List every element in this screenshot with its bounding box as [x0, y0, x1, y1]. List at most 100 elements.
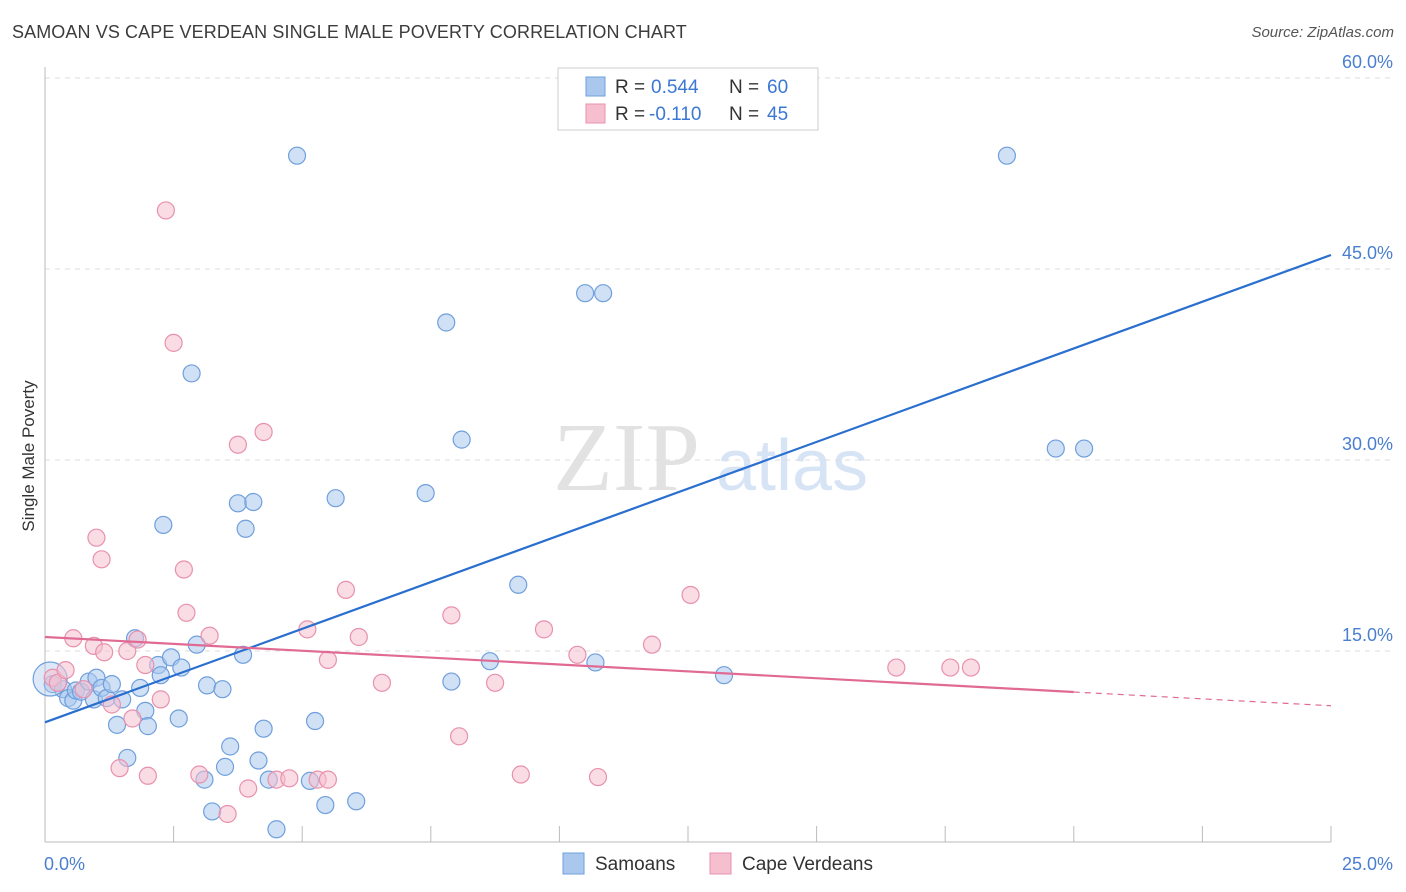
samoan-point-59 — [1074, 439, 1094, 458]
samoan-point-38 — [254, 719, 273, 738]
cape-point-13 — [128, 630, 147, 649]
bottom-legend: Samoans Cape Verdeans — [562, 852, 873, 875]
legend-swatch-cape — [585, 103, 606, 124]
cape-point-10 — [110, 759, 129, 778]
legend-samoan-n-value: 60 — [767, 77, 788, 98]
cape-point-19 — [174, 560, 193, 579]
y-tick-labels: 15.0% 30.0% 45.0% 60.0% — [1342, 52, 1393, 645]
cape-point-17 — [156, 201, 175, 220]
samoan-point-45 — [326, 489, 345, 508]
legend-cape-n-value: 45 — [767, 104, 788, 125]
cape-point-40 — [534, 620, 554, 639]
samoan-point-52 — [509, 575, 528, 594]
x-tick-label-max: 25.0% — [1342, 854, 1393, 874]
samoan-point-11 — [102, 675, 121, 694]
legend-cape-r-label: R = — [615, 104, 645, 125]
watermark-atlas: atlas — [716, 426, 868, 506]
cape-point-2 — [56, 660, 75, 680]
cape-point-31 — [318, 770, 338, 789]
samoan-point-30 — [213, 680, 232, 699]
cape-point-16 — [151, 690, 170, 709]
cape-point-8 — [95, 643, 114, 662]
samoan-point-25 — [182, 364, 201, 383]
samoan-point-12 — [107, 715, 127, 734]
cape-point-21 — [190, 765, 209, 784]
samoan-point-47 — [416, 484, 435, 503]
cape-point-47 — [961, 658, 981, 677]
cape-point-42 — [588, 767, 608, 787]
gridlines — [45, 77, 1392, 652]
samoan-point-48 — [437, 313, 456, 332]
samoan-point-40 — [267, 820, 286, 839]
samoan-point-50 — [452, 430, 471, 449]
cape-point-11 — [118, 641, 137, 661]
bottom-legend-samoan: Samoans — [595, 854, 675, 875]
samoan-point-43 — [305, 711, 325, 731]
cape-point-38 — [486, 673, 505, 692]
samoan-point-35 — [236, 519, 255, 538]
chart-source: Source: ZipAtlas.com — [1251, 24, 1394, 41]
samoan-point-28 — [197, 676, 217, 695]
samoan-point-37 — [249, 751, 268, 770]
samoan-trend-line — [44, 253, 1332, 724]
samoan-point-32 — [221, 737, 240, 756]
cape-point-15 — [138, 766, 157, 785]
samoan-point-49 — [442, 672, 461, 691]
cape-point-25 — [239, 779, 258, 798]
bottom-legend-cape: Cape Verdeans — [742, 854, 873, 875]
x-axis-ticks — [173, 826, 1332, 842]
cape-point-39 — [511, 765, 530, 784]
samoan-point-41 — [287, 146, 307, 165]
legend-samoan-n-label: N = — [729, 77, 759, 98]
cape-point-43 — [642, 635, 662, 654]
cape-point-28 — [280, 769, 299, 788]
samoan-points — [32, 146, 1094, 839]
samoan-point-36 — [244, 492, 263, 512]
y-tick-label-30: 30.0% — [1342, 434, 1393, 454]
samoan-point-18 — [138, 717, 157, 736]
cape-point-45 — [887, 658, 906, 677]
legend-cape-n-label: N = — [729, 104, 759, 125]
legend-cape-r-value: -0.110 — [649, 104, 701, 125]
samoan-point-54 — [594, 284, 613, 303]
samoan-point-44 — [316, 795, 335, 815]
legend-samoan-r-label: R = — [615, 77, 645, 98]
samoan-point-23 — [169, 709, 188, 728]
cape-point-33 — [336, 580, 356, 599]
cape-trend-line-dashed — [1073, 691, 1332, 707]
cape-point-6 — [87, 528, 106, 547]
samoan-point-31 — [215, 757, 235, 776]
bottom-legend-swatch-samoan — [562, 852, 585, 875]
cape-point-18 — [164, 333, 183, 352]
y-tick-label-45: 45.0% — [1342, 243, 1393, 263]
cape-point-32 — [318, 650, 338, 670]
cape-point-20 — [177, 603, 196, 622]
samoan-point-55 — [586, 653, 605, 672]
chart-title: SAMOAN VS CAPE VERDEAN SINGLE MALE POVER… — [12, 22, 687, 42]
samoan-point-57 — [997, 146, 1017, 165]
samoan-point-34 — [233, 645, 253, 664]
cape-point-7 — [92, 550, 111, 569]
legend-samoan-r-value: 0.544 — [651, 77, 699, 98]
cape-point-24 — [228, 435, 247, 454]
samoan-point-53 — [576, 284, 595, 303]
samoan-point-56 — [714, 666, 734, 685]
legend-box: R = 0.544 N = 60 R = -0.110 N = 45 — [557, 67, 819, 131]
cape-point-36 — [442, 606, 461, 625]
cape-points — [43, 201, 981, 824]
y-axis-label: Single Male Poverty — [19, 380, 38, 532]
bottom-legend-swatch-cape — [709, 852, 732, 875]
samoan-point-58 — [1046, 439, 1065, 458]
samoan-point-29 — [203, 802, 222, 821]
cape-point-37 — [449, 727, 469, 746]
samoan-point-21 — [154, 515, 173, 535]
cape-point-34 — [349, 627, 368, 647]
cape-point-22 — [200, 626, 219, 645]
samoan-point-46 — [347, 792, 366, 811]
y-tick-label-60: 60.0% — [1342, 52, 1393, 72]
cape-trend-line — [44, 635, 1074, 694]
cape-point-12 — [123, 709, 142, 728]
watermark-zip: ZIP — [553, 404, 700, 512]
cape-point-26 — [254, 422, 273, 442]
